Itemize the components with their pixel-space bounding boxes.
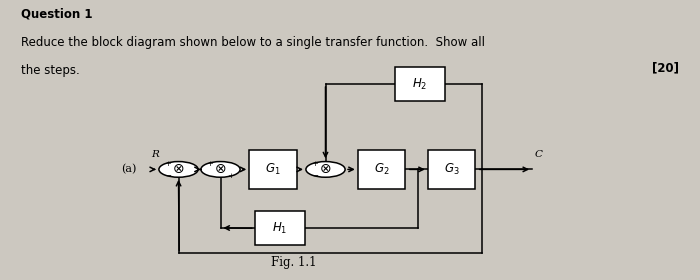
Text: (a): (a) [121,164,136,174]
Text: Reduce the block diagram shown below to a single transfer function.  Show all: Reduce the block diagram shown below to … [21,36,485,49]
FancyBboxPatch shape [249,150,297,189]
Text: +: + [164,160,172,167]
FancyBboxPatch shape [395,67,445,101]
Text: $\otimes$: $\otimes$ [319,162,332,176]
Text: R: R [150,150,159,158]
Text: $G_1$: $G_1$ [265,162,281,177]
Text: −: − [164,172,172,180]
Text: +: + [227,172,234,180]
Text: −: − [312,172,318,180]
Text: Question 1: Question 1 [21,7,92,20]
Text: $G_3$: $G_3$ [444,162,459,177]
FancyBboxPatch shape [358,150,405,189]
Text: +: + [312,160,318,167]
FancyBboxPatch shape [428,150,475,189]
Text: Fig. 1.1: Fig. 1.1 [272,256,316,269]
Circle shape [306,162,345,177]
Text: [20]: [20] [652,62,679,74]
Text: the steps.: the steps. [21,64,80,77]
Circle shape [201,162,240,177]
Text: $H_2$: $H_2$ [412,76,428,92]
Text: $H_1$: $H_1$ [272,221,288,236]
Text: $\otimes$: $\otimes$ [172,162,185,176]
Text: C: C [535,150,543,158]
Text: $\otimes$: $\otimes$ [214,162,227,176]
Circle shape [159,162,198,177]
Text: $G_2$: $G_2$ [374,162,389,177]
FancyBboxPatch shape [255,211,305,245]
Text: +: + [206,160,214,167]
